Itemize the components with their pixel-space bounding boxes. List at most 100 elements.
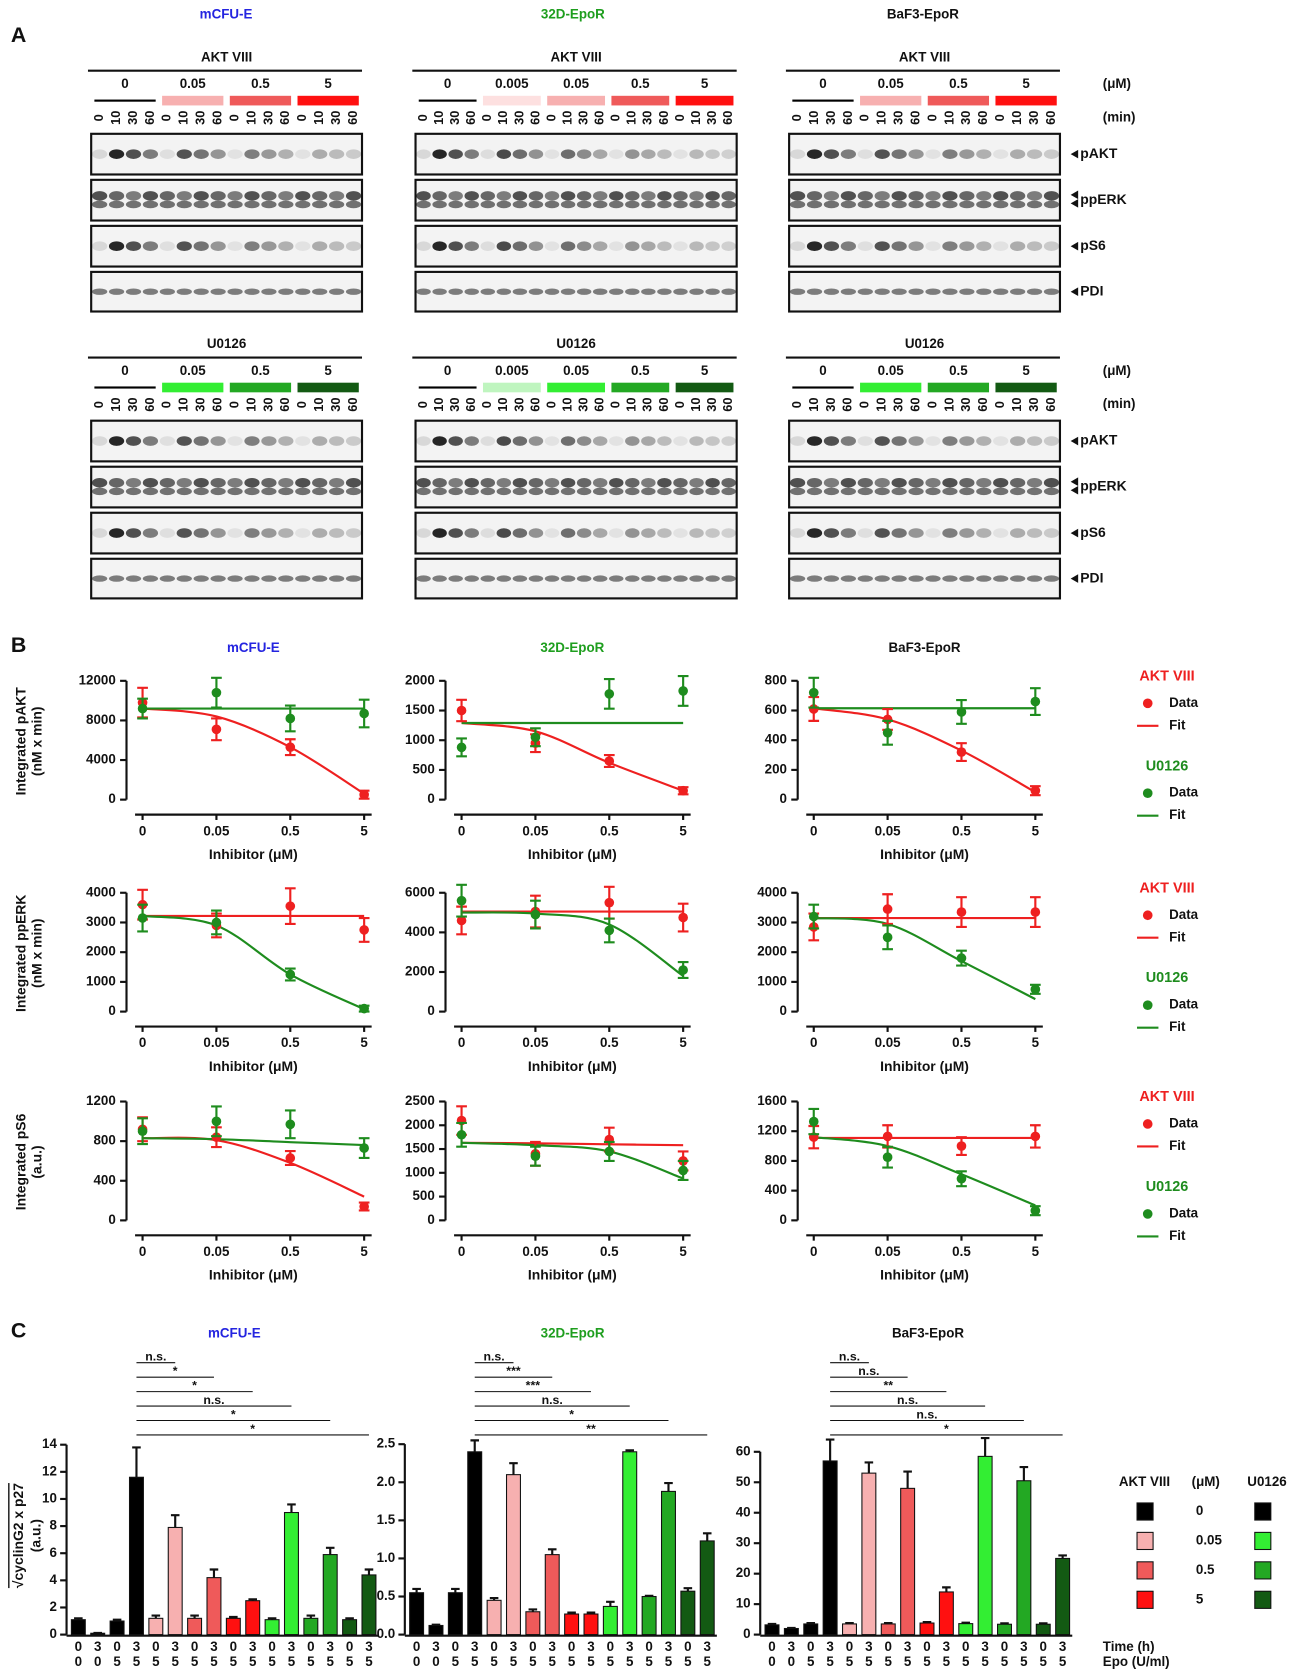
data-point <box>883 933 893 943</box>
band <box>561 201 575 208</box>
x-tick-label: 0 <box>810 823 817 838</box>
band <box>1044 288 1059 294</box>
band <box>261 241 276 251</box>
band <box>705 436 719 446</box>
band <box>625 575 639 581</box>
band <box>824 488 839 495</box>
y-tick-label: 1.5 <box>377 1512 396 1527</box>
band <box>194 191 209 201</box>
band <box>143 478 158 488</box>
data-point <box>883 1132 893 1142</box>
band <box>329 528 344 538</box>
band <box>244 528 259 538</box>
band <box>432 288 446 294</box>
band <box>513 488 527 495</box>
band <box>841 488 856 495</box>
time-label: 0 <box>924 114 939 121</box>
bar <box>784 1629 798 1635</box>
significance-label: n.s. <box>484 1350 505 1364</box>
legend-group: U0126 <box>1146 970 1189 986</box>
bar <box>1036 1624 1050 1634</box>
column-title: mCFU-E <box>200 7 253 22</box>
time-label: 60 <box>345 397 360 411</box>
y-tick-label: 2000 <box>405 1117 435 1132</box>
data-point <box>604 898 614 908</box>
time-label: 60 <box>907 111 922 125</box>
band <box>261 436 276 446</box>
band <box>689 478 703 488</box>
y-tick-label: 30 <box>736 1535 751 1550</box>
x-tick-label: 0 <box>458 1035 465 1050</box>
band <box>875 436 890 446</box>
x-tick-label: 5 <box>210 1654 218 1669</box>
time-label: 30 <box>260 111 275 125</box>
x-tick-label: 5 <box>665 1654 673 1669</box>
concentration-bar <box>162 96 223 106</box>
y-axis-label: √cyclinG2 x p27 <box>10 1483 26 1588</box>
data-point <box>457 743 467 753</box>
concentration-label: 0.5 <box>631 76 650 91</box>
band <box>497 575 511 581</box>
concentration-label: 0.05 <box>878 363 905 378</box>
x-tick-label: 3 <box>510 1639 517 1654</box>
time-label: 0 <box>857 401 872 408</box>
band <box>925 528 940 538</box>
x-tick-label: 5 <box>1032 1244 1040 1259</box>
band <box>432 488 446 495</box>
band <box>329 191 344 201</box>
band <box>721 149 735 159</box>
band <box>705 488 719 495</box>
band <box>416 436 430 446</box>
bar <box>881 1624 895 1635</box>
band-arrow <box>1071 242 1078 251</box>
band <box>329 149 344 159</box>
band <box>244 288 259 294</box>
band <box>497 288 511 294</box>
significance-label: n.s. <box>203 1393 224 1407</box>
time-label: 0 <box>672 401 687 408</box>
band <box>641 288 655 294</box>
x-tick-label: 0 <box>75 1654 82 1669</box>
band <box>194 288 209 294</box>
x-tick-label: 0 <box>307 1639 314 1654</box>
y-tick-label: 1000 <box>405 732 435 747</box>
data-point <box>1031 1132 1041 1142</box>
band <box>689 488 703 495</box>
time-label: 30 <box>640 397 655 411</box>
time-label: 0 <box>159 114 174 121</box>
legend-swatch <box>1255 1591 1271 1608</box>
band <box>465 191 479 201</box>
band <box>194 528 209 538</box>
band <box>126 478 141 488</box>
band-arrow <box>1071 529 1078 538</box>
band <box>593 288 607 294</box>
data-point <box>285 1153 295 1163</box>
concentration-bar <box>483 383 541 393</box>
time-label: 30 <box>447 397 462 411</box>
time-label: 30 <box>511 111 526 125</box>
band-arrow <box>1071 574 1078 583</box>
band <box>109 201 124 208</box>
band <box>807 241 822 251</box>
x-tick-label: 0 <box>413 1654 420 1669</box>
legend-label: 0.5 <box>1196 1562 1215 1577</box>
band <box>705 478 719 488</box>
band <box>160 191 175 201</box>
data-point <box>678 913 688 923</box>
band <box>278 241 293 251</box>
band <box>497 436 511 446</box>
error-bar <box>509 1463 518 1474</box>
y-tick-label: 2.5 <box>377 1436 396 1451</box>
time-label: 30 <box>640 111 655 125</box>
y-tick-label: 1.0 <box>377 1550 396 1565</box>
time-label: 30 <box>891 111 906 125</box>
band <box>657 201 671 208</box>
concentration-label: 0 <box>819 363 826 378</box>
time-label: 0 <box>415 114 430 121</box>
x-tick-label: 0 <box>458 823 465 838</box>
band <box>561 528 575 538</box>
x-axis-label: Inhibitor (μM) <box>528 846 617 862</box>
significance-label: n.s. <box>145 1350 166 1364</box>
error-bar <box>865 1462 874 1473</box>
